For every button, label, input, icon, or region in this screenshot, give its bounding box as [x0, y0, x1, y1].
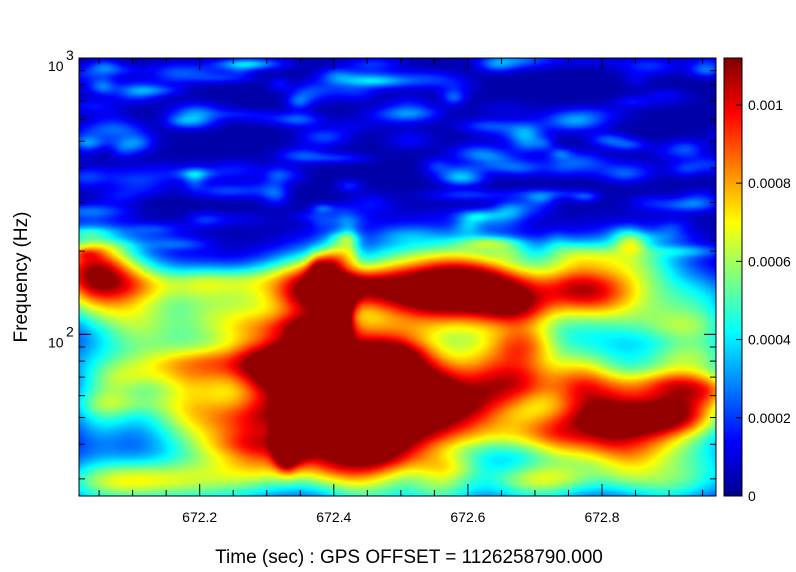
- svg-text:10: 10: [48, 58, 64, 74]
- plot-frame: [78, 57, 717, 497]
- spectrogram-heatmap: [79, 58, 716, 496]
- svg-text:3: 3: [66, 47, 74, 63]
- colorbar-tick-label: 0.0004: [748, 332, 791, 348]
- y-axis-title: Frequency (Hz): [11, 212, 32, 343]
- colorbar-tick-label: 0: [748, 488, 756, 504]
- colorbar-axis: 0 0.0002 0.0004 0.0006 0.0008 0.001: [736, 97, 791, 504]
- svg-text:2: 2: [66, 323, 74, 339]
- x-tick-label: 672.8: [584, 509, 619, 525]
- x-axis-title: Time (sec) : GPS OFFSET = 1126258790.000: [215, 547, 603, 568]
- x-axis: 672.2 672.4 672.6 672.8: [98, 58, 704, 525]
- x-tick-label: 672.4: [316, 509, 351, 525]
- svg-text:10: 10: [48, 334, 64, 350]
- colorbar-tick-label: 0.0008: [748, 175, 791, 191]
- y-tick-label: 102: [48, 323, 74, 350]
- colorbar-tick-label: 0.001: [748, 97, 783, 113]
- colorbar: [723, 57, 743, 497]
- colorbar-tick-label: 0.0002: [748, 410, 791, 426]
- x-tick-label: 672.2: [182, 509, 217, 525]
- x-tick-label: 672.6: [450, 509, 485, 525]
- y-tick-label: 103: [48, 47, 74, 74]
- colorbar-tick-label: 0.0006: [748, 253, 791, 269]
